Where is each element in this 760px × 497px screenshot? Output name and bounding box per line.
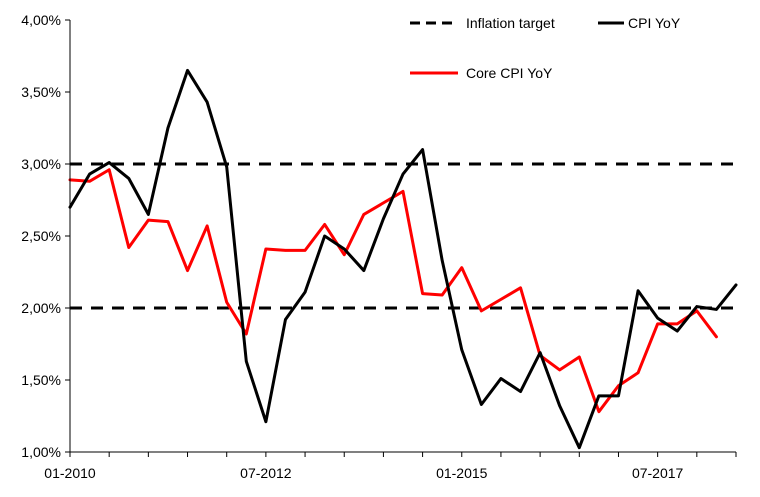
inflation-target-lines: [70, 162, 736, 310]
y-tick-label: 1,50%: [21, 372, 61, 388]
series-layer: [68, 68, 738, 450]
x-tick-label: 01-2015: [436, 465, 488, 481]
x-tick-label: 01-2010: [44, 465, 96, 481]
core-cpi-line: [68, 168, 718, 414]
y-tick-label: 3,50%: [21, 84, 61, 100]
y-tick-label: 1,00%: [21, 444, 61, 460]
x-tick-label: 07-2017: [632, 465, 684, 481]
y-tick-label: 4,00%: [21, 12, 61, 28]
y-tick-label: 2,00%: [21, 300, 61, 316]
legend: Inflation target CPI YoY Core CPI YoY: [410, 15, 681, 81]
cpi-line: [68, 68, 738, 450]
legend-inflation-target-label: Inflation target: [466, 15, 555, 31]
y-tick-label: 2,50%: [21, 228, 61, 244]
x-tick-label: 07-2012: [240, 465, 292, 481]
x-axis-ticks: 01-2010 07-2012 01-2015 07-2017: [44, 452, 737, 481]
legend-cpi-label: CPI YoY: [628, 15, 681, 31]
y-axis-ticks: 1,00% 1,50% 2,00% 2,50% 3,00% 3,50% 4,00%: [21, 12, 70, 460]
y-tick-label: 3,00%: [21, 156, 61, 172]
axes: [69, 20, 736, 453]
legend-core-cpi-label: Core CPI YoY: [466, 65, 553, 81]
